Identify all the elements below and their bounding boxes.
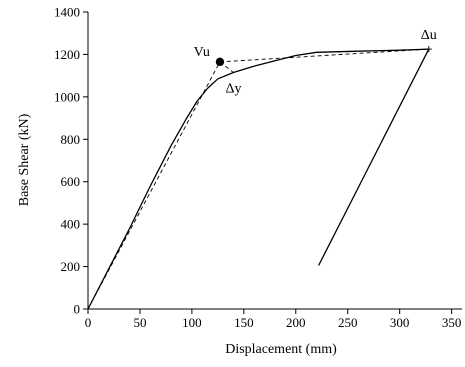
bilinear-idealization-line bbox=[87, 48, 429, 310]
vu-point-marker bbox=[215, 57, 225, 67]
x-tick-label: 200 bbox=[286, 315, 306, 330]
x-tick-label: 350 bbox=[442, 315, 462, 330]
x-axis-title: Displacement (mm) bbox=[225, 342, 337, 357]
x-tick-label: 250 bbox=[338, 315, 358, 330]
y-tick-label: 1000 bbox=[54, 89, 80, 104]
x-tick-label: 300 bbox=[390, 315, 410, 330]
delta-y-label: Δy bbox=[225, 81, 241, 96]
series-layer bbox=[87, 48, 430, 310]
y-tick-label: 400 bbox=[61, 217, 81, 232]
delta-u-label: Δu bbox=[421, 28, 437, 43]
y-tick-label: 200 bbox=[61, 259, 81, 274]
y-tick-label: 600 bbox=[61, 174, 81, 189]
y-tick-label: 0 bbox=[74, 302, 81, 317]
y-tick-label: 1200 bbox=[54, 47, 80, 62]
y-tick-label: 800 bbox=[61, 132, 81, 147]
vu-label: Vu bbox=[194, 45, 210, 60]
capacity-curve-line bbox=[318, 48, 430, 266]
y-tick-label: 1400 bbox=[54, 5, 80, 20]
marker-layer: Vu Δy Δu bbox=[194, 28, 437, 96]
x-tick-label: 0 bbox=[85, 315, 92, 330]
x-tick-label: 100 bbox=[182, 315, 202, 330]
x-tick-label: 50 bbox=[133, 315, 146, 330]
y-axis-title: Base Shear (kN) bbox=[17, 113, 32, 206]
axes: 0 50 100 150 200 250 300 350 0 200 400 600 800 1000 12… bbox=[54, 5, 462, 330]
capacity-curve-line bbox=[87, 48, 429, 310]
x-tick-label: 150 bbox=[234, 315, 254, 330]
